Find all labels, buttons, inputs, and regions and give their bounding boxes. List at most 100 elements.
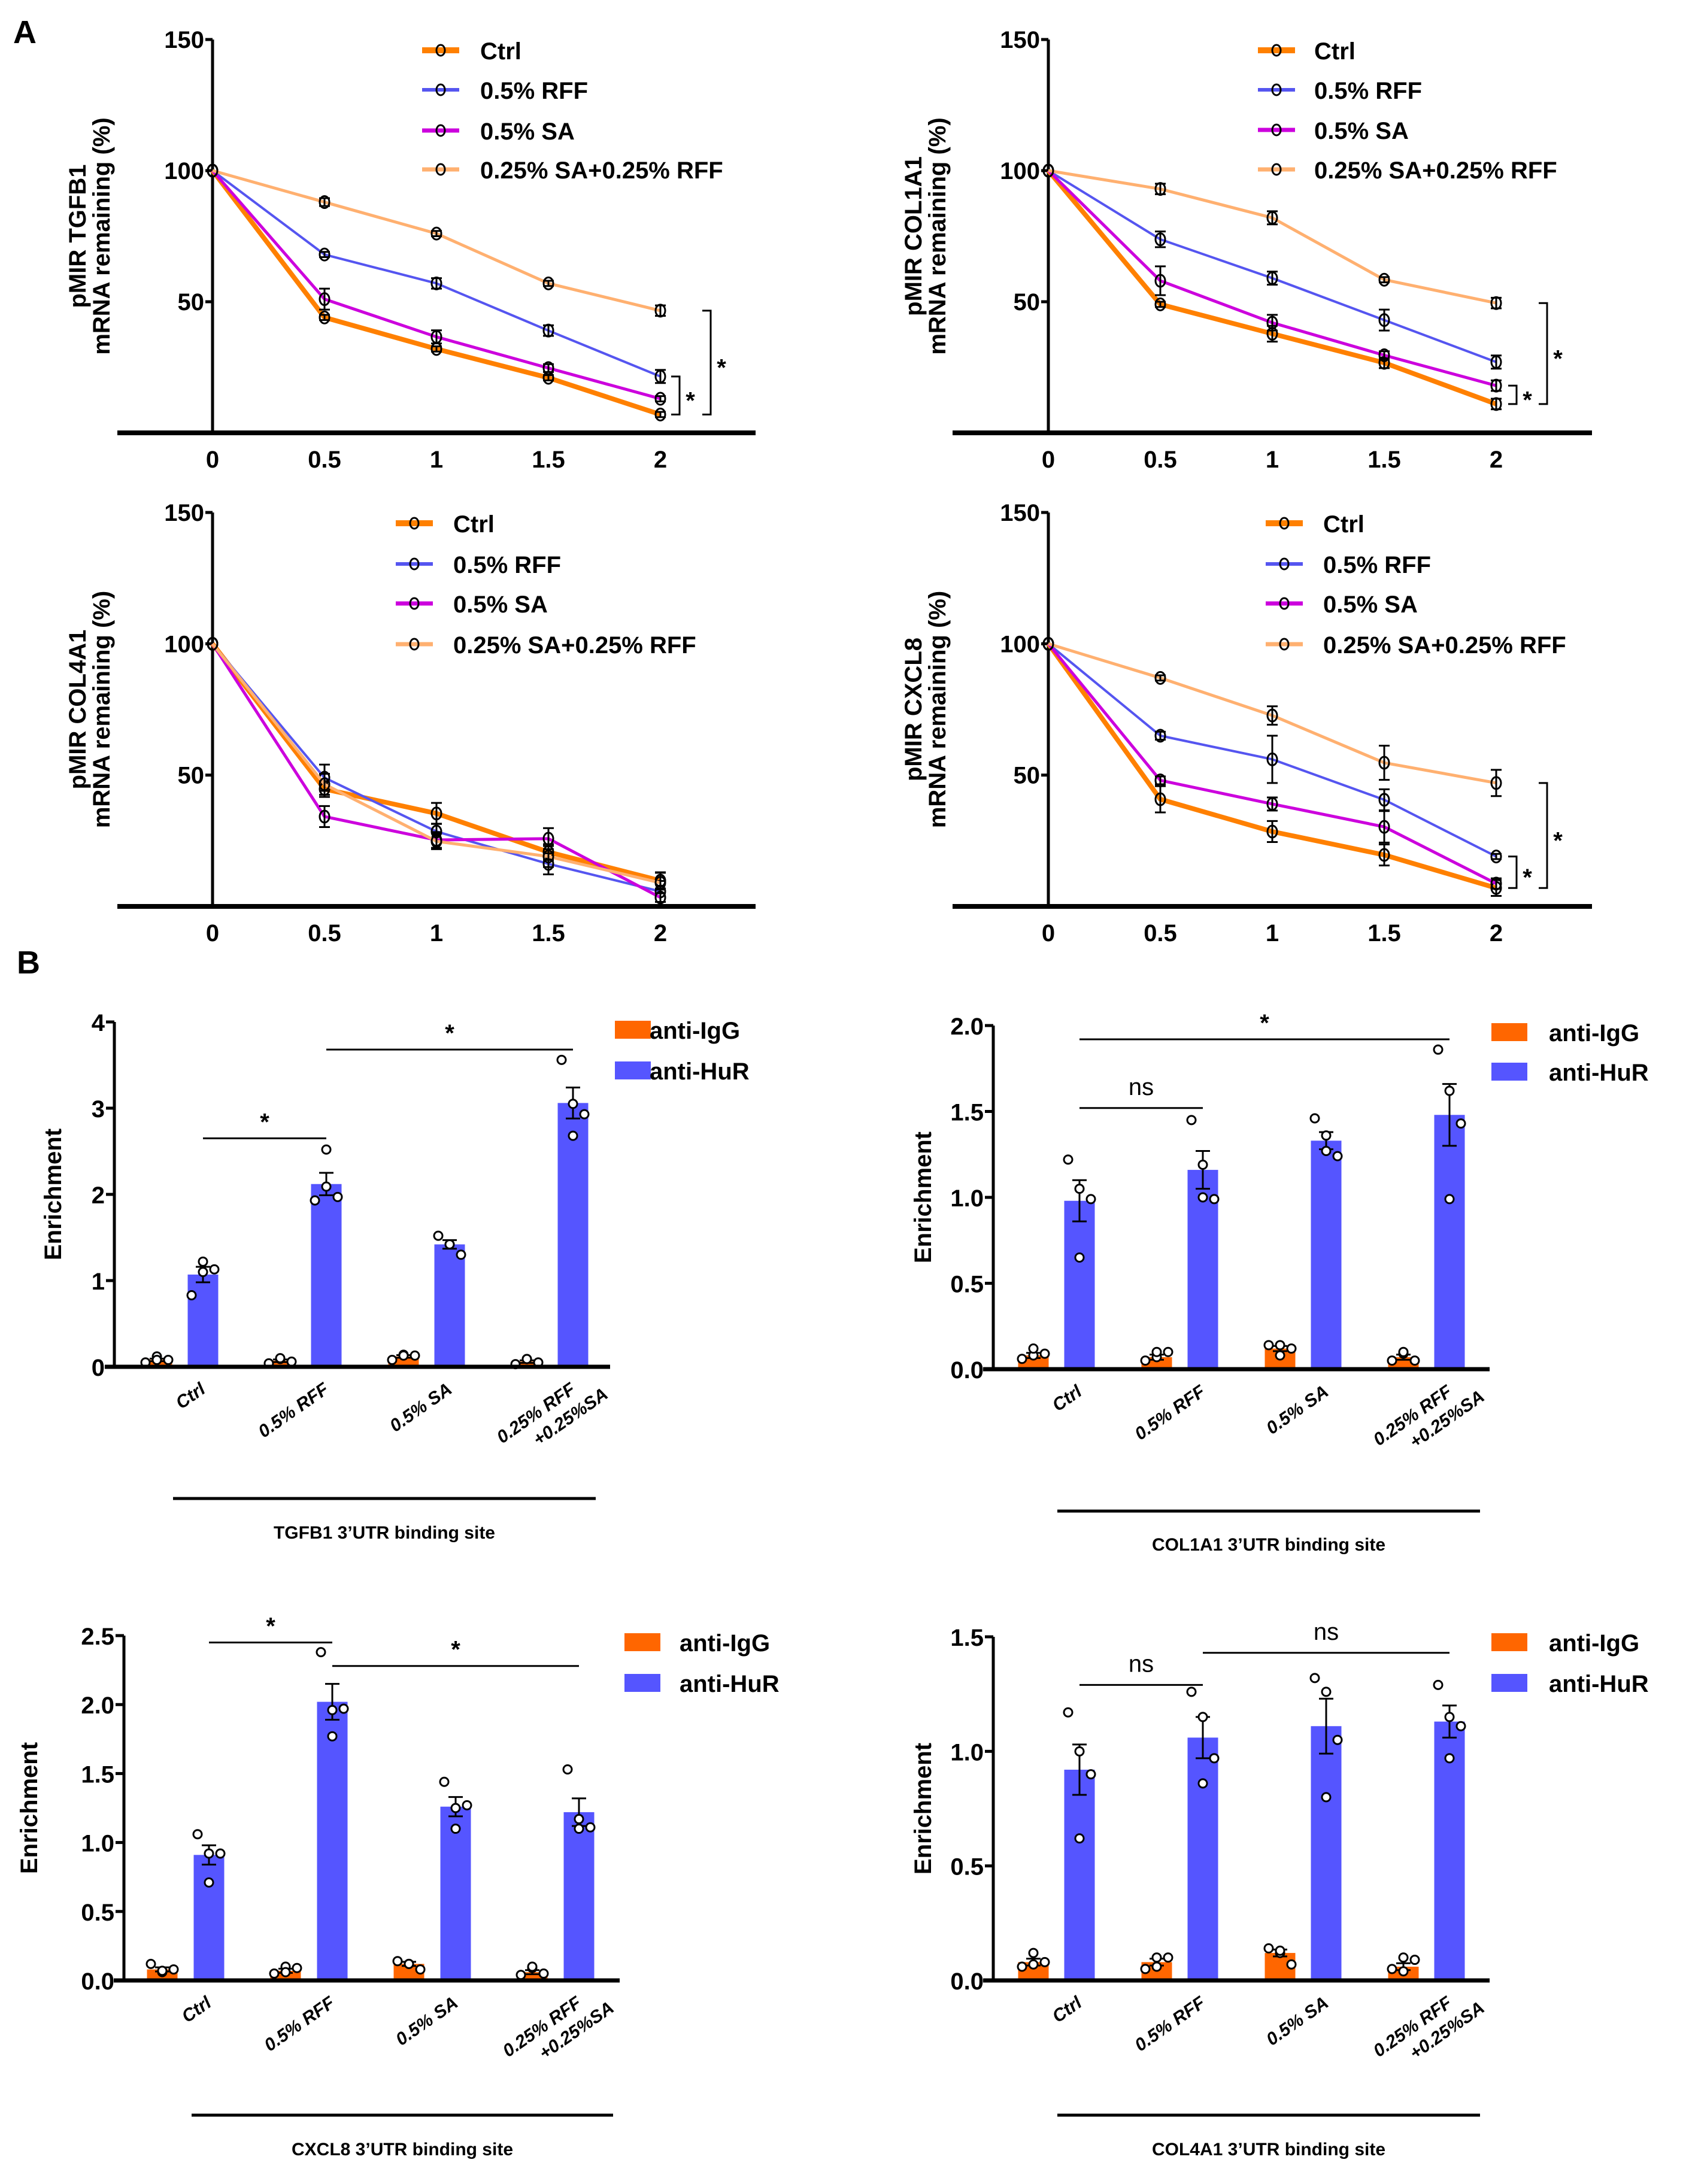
- bar: [1311, 1140, 1342, 1369]
- y-axis-title: pMIR COL4A1: [65, 630, 91, 790]
- data-point: [319, 777, 330, 791]
- y-tick-label: 2.0: [950, 1014, 984, 1040]
- replicate-point: [192, 1829, 203, 1840]
- y-axis-title: mRNA remaining (%): [89, 591, 115, 828]
- data-point: [430, 834, 442, 848]
- replicate-point: [1186, 1686, 1197, 1697]
- data-point: [430, 330, 442, 344]
- replicate-point: [186, 1290, 197, 1300]
- replicate-point: [585, 1822, 596, 1833]
- legend-label: 0.5% SA: [453, 592, 548, 618]
- x-tick-label: 0: [1042, 920, 1055, 947]
- replicate-point: [1140, 1964, 1151, 1974]
- legend-label: anti-IgG: [1549, 1630, 1639, 1657]
- significance-label: *: [717, 355, 726, 381]
- replicate-point: [1309, 1113, 1320, 1124]
- replicate-point: [568, 1130, 578, 1141]
- x-tick-label: 1.5: [1367, 920, 1401, 947]
- y-axis-title: Enrichment: [910, 1743, 936, 1874]
- data-point: [1154, 232, 1166, 247]
- replicate-point: [1039, 1348, 1050, 1359]
- replicate-point: [1321, 1792, 1332, 1803]
- replicate-point: [204, 1848, 214, 1859]
- x-tick-label: 0.5: [308, 920, 341, 947]
- data-point: [1378, 820, 1390, 834]
- x-tick-label: 0.5: [1144, 920, 1177, 947]
- bar: [563, 1812, 595, 1980]
- legend-swatch: [624, 1674, 660, 1692]
- series-anti-HuR: [1063, 1044, 1466, 1369]
- x-tick-label: 0: [206, 920, 219, 947]
- data-point: [1154, 729, 1166, 743]
- replicate-point: [1085, 1194, 1096, 1205]
- replicate-point: [275, 1353, 286, 1364]
- replicate-point: [1433, 1044, 1444, 1055]
- data-point: [430, 806, 442, 821]
- significance-label: *: [260, 1109, 269, 1135]
- legend-label: 0.25% SA+0.25% RFF: [453, 632, 696, 659]
- bar: [1434, 1115, 1465, 1369]
- bar: [1187, 1737, 1218, 1980]
- legend-label: anti-HuR: [1549, 1671, 1649, 1697]
- data-point: [319, 292, 330, 307]
- replicate-point: [1151, 1961, 1162, 1972]
- bar: [557, 1103, 589, 1367]
- replicate-point: [1398, 1966, 1409, 1977]
- series-anti-IgG: [140, 1349, 544, 1370]
- replicate-point: [321, 1181, 332, 1192]
- replicate-point: [1332, 1151, 1343, 1161]
- y-tick-label: 1.0: [81, 1831, 114, 1857]
- replicate-point: [1332, 1734, 1343, 1745]
- replicate-point: [398, 1350, 409, 1361]
- data-point: [1042, 636, 1054, 651]
- y-axis-title: Enrichment: [910, 1132, 936, 1263]
- replicate-point: [1275, 1350, 1285, 1361]
- legend-marker: [1271, 163, 1282, 176]
- significance-label: *: [451, 1637, 460, 1663]
- group-title: COL1A1 3’UTR binding site: [1152, 1535, 1385, 1555]
- x-tick-label: 1: [1266, 447, 1279, 473]
- data-point: [1378, 272, 1390, 287]
- legend-label: anti-IgG: [680, 1630, 770, 1657]
- data-point: [1490, 397, 1502, 411]
- legend-label: 0.25% SA+0.25% RFF: [480, 157, 723, 184]
- x-tick-label: 0.5: [1144, 447, 1177, 473]
- significance-label: *: [1523, 387, 1532, 413]
- replicate-point: [1387, 1355, 1397, 1366]
- replicate-point: [338, 1703, 349, 1714]
- y-axis-title: Enrichment: [16, 1742, 43, 1874]
- data-point: [1266, 797, 1278, 811]
- legend-marker: [1271, 123, 1282, 136]
- y-axis-title: Enrichment: [40, 1129, 66, 1260]
- legend-marker: [409, 557, 420, 571]
- bar: [434, 1244, 465, 1367]
- y-tick-label: 150: [1000, 27, 1040, 53]
- replicate-point: [538, 1968, 549, 1979]
- x-tick-label: 0: [1042, 447, 1055, 473]
- group-title: CXCL8 3’UTR binding site: [292, 2140, 513, 2159]
- y-tick-label: 150: [164, 27, 204, 53]
- series-0-5-rff: [207, 163, 666, 384]
- data-point: [207, 163, 219, 178]
- legend-marker: [1279, 597, 1290, 610]
- data-point: [1490, 355, 1502, 369]
- bar: [1064, 1769, 1095, 1980]
- data-point: [1154, 671, 1166, 685]
- replicate-point: [204, 1877, 214, 1888]
- legend-marker: [435, 44, 446, 57]
- replicate-point: [1286, 1959, 1297, 1970]
- replicate-point: [1455, 1118, 1466, 1129]
- y-tick-label: 100: [164, 631, 204, 657]
- replicate-point: [1433, 1679, 1444, 1690]
- legend-label: Ctrl: [480, 38, 521, 65]
- data-point: [1378, 313, 1390, 327]
- replicate-point: [1321, 1686, 1332, 1697]
- replicate-point: [462, 1800, 472, 1810]
- legend-marker: [435, 83, 446, 96]
- replicate-point: [521, 1354, 532, 1364]
- replicate-point: [1028, 1948, 1039, 1958]
- data-point: [1266, 752, 1278, 766]
